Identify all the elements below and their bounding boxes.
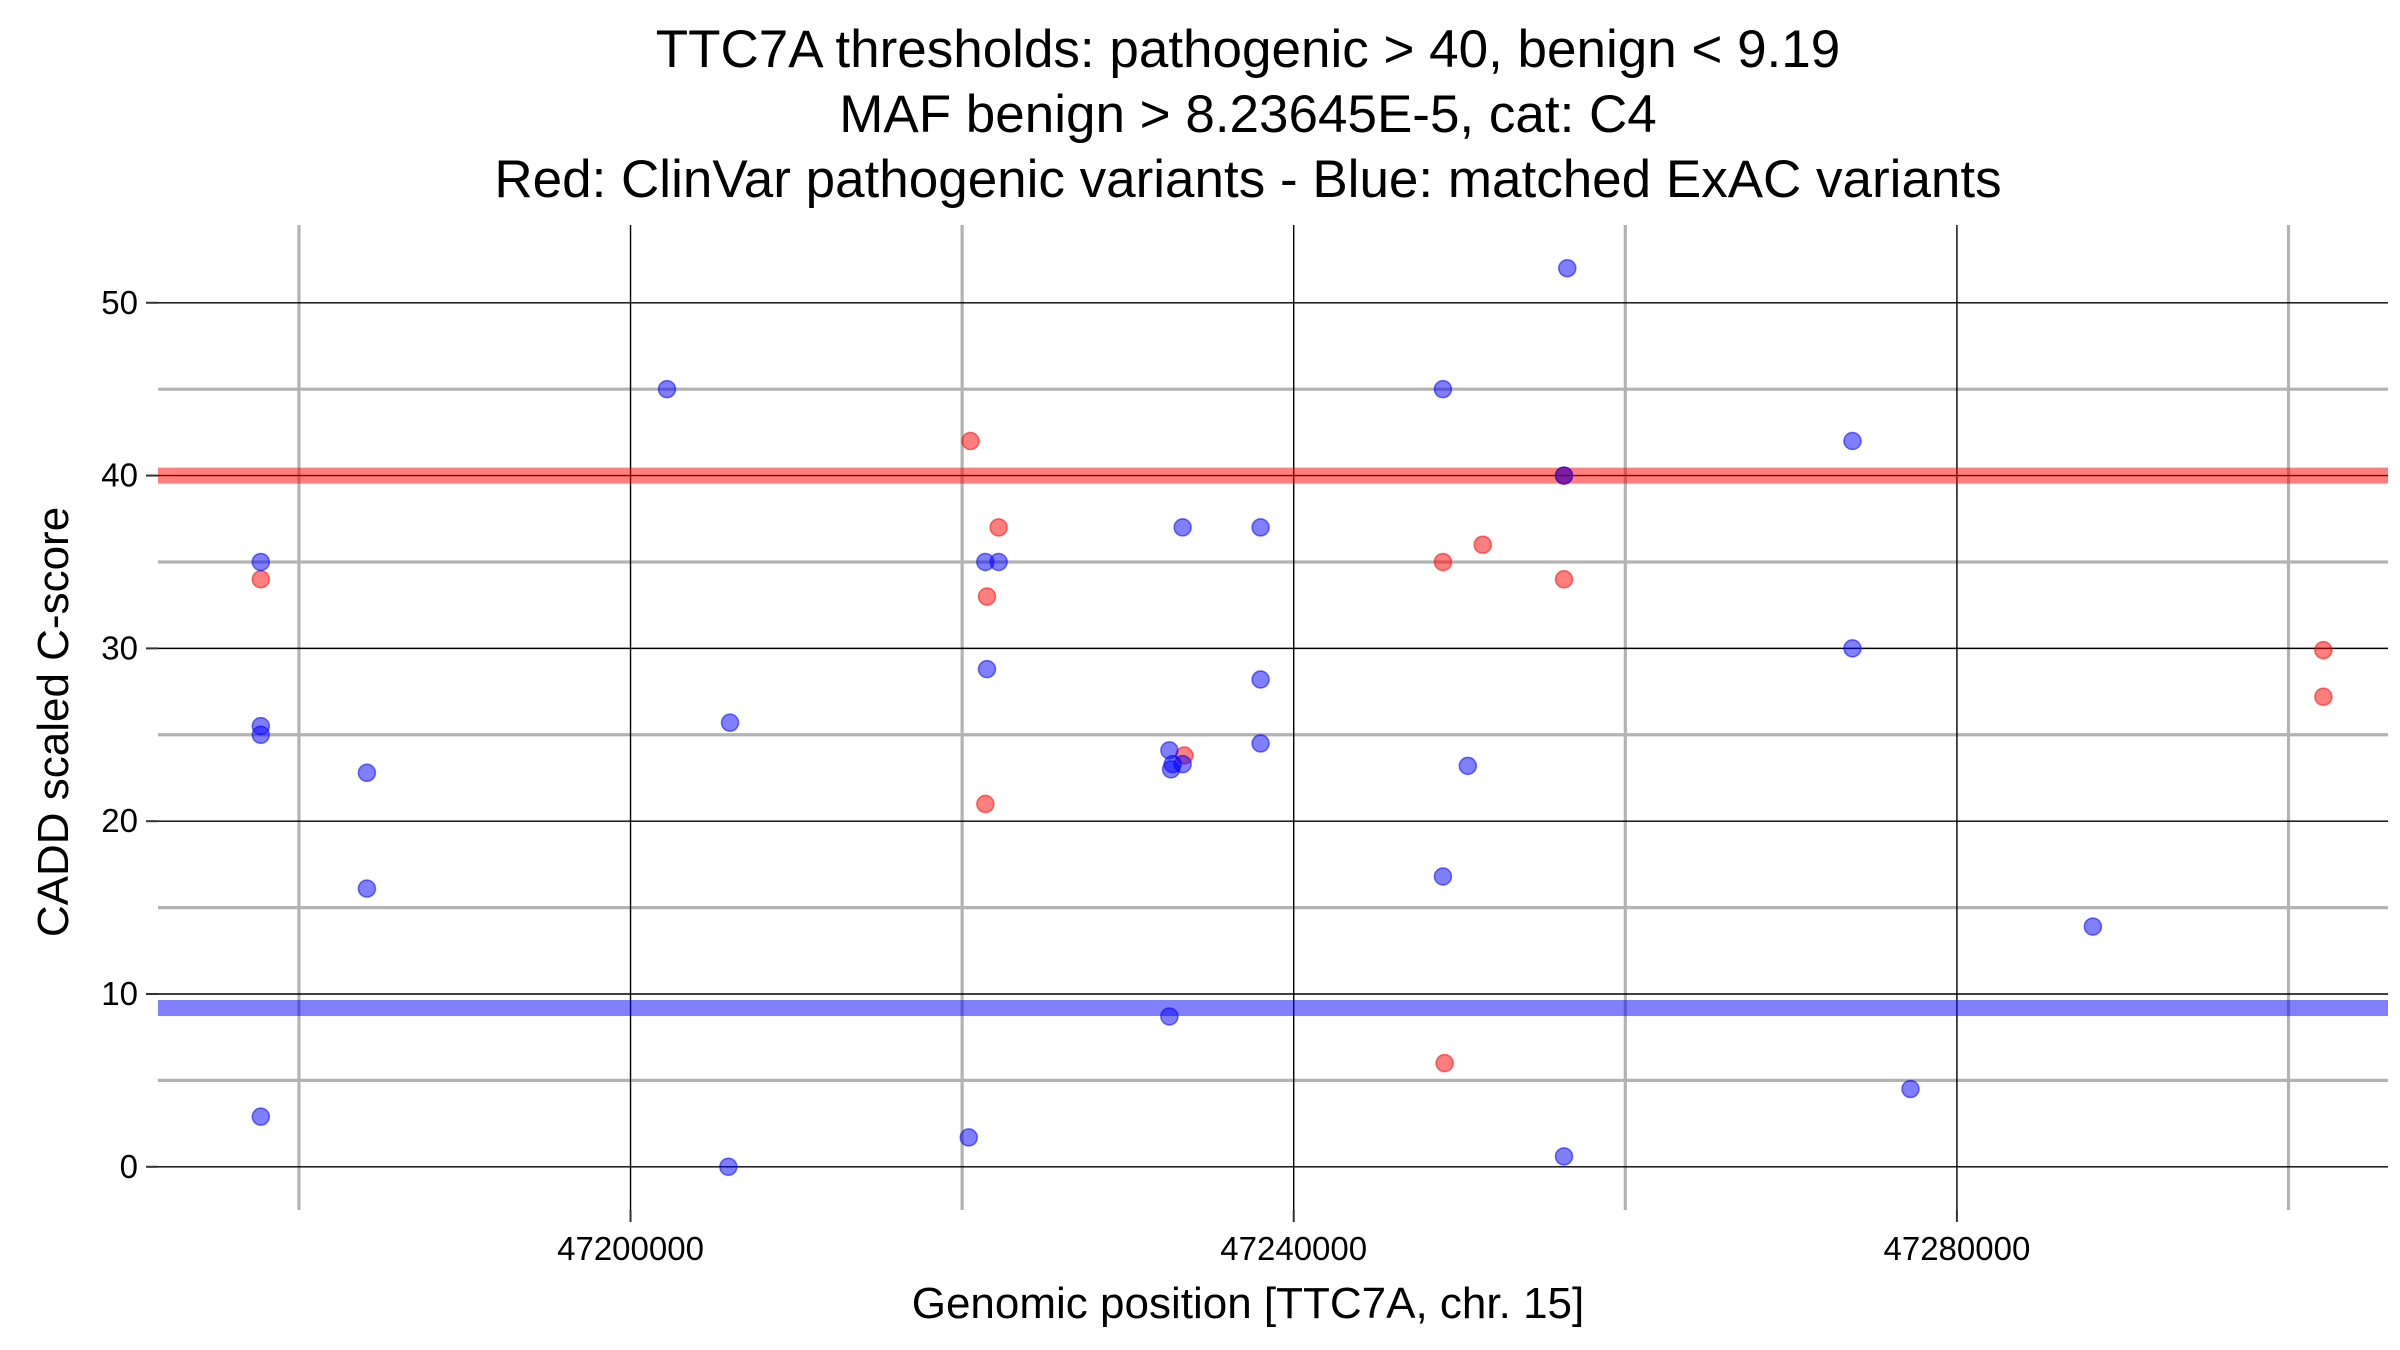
exac-point <box>977 659 997 679</box>
exac-point <box>1251 670 1270 689</box>
exac-point <box>1554 1147 1574 1166</box>
exac-point <box>720 713 740 732</box>
y-tick-label: 30 <box>101 629 138 666</box>
exac-point <box>251 1107 271 1126</box>
exac-point <box>251 552 271 572</box>
exac-point <box>2083 917 2103 936</box>
exac-point <box>1433 379 1453 399</box>
y-tick-label: 40 <box>101 457 138 494</box>
exac-point <box>1173 518 1192 537</box>
minor-gridlines <box>158 225 2388 1210</box>
clinvar-point <box>989 518 1008 537</box>
y-tick-label: 20 <box>101 802 138 839</box>
clinvar-point <box>1435 1053 1454 1073</box>
x-tick-label: 47200000 <box>557 1230 704 1267</box>
x-axis-title: Genomic position [TTC7A, chr. 15] <box>912 1279 1585 1328</box>
exac-point <box>1251 518 1270 537</box>
clinvar-point <box>2314 687 2333 707</box>
clinvar-point <box>1433 552 1453 572</box>
exac-point <box>1843 431 1862 451</box>
exac-point <box>357 879 377 898</box>
clinvar-point <box>1473 535 1492 554</box>
title-line-2: MAF benign > 8.23645E-5, cat: C4 <box>839 85 1657 144</box>
clinvar-point <box>976 794 995 814</box>
exac-point <box>1161 760 1181 779</box>
threshold-lines <box>158 467 2388 1016</box>
exac-point <box>1433 867 1453 886</box>
exac-point <box>1901 1079 1920 1099</box>
exac-point <box>1160 1007 1179 1026</box>
title-line-3: Red: ClinVar pathogenic variants - Blue:… <box>494 150 2001 209</box>
clinvar-point <box>251 570 271 589</box>
title-line-1: TTC7A thresholds: pathogenic > 40, benig… <box>656 20 1840 79</box>
y-tick-label: 50 <box>101 284 138 321</box>
clinvar-point <box>2314 640 2333 660</box>
y-tick-label: 0 <box>120 1148 138 1185</box>
data-points <box>251 258 2333 1177</box>
exac-point <box>357 763 377 783</box>
exac-point <box>1458 756 1478 776</box>
major-gridlines <box>158 225 2388 1210</box>
exac-point <box>959 1128 979 1147</box>
exac-point <box>989 552 1008 572</box>
y-tick-label: 10 <box>101 975 138 1012</box>
x-tick-label: 47240000 <box>1220 1230 1367 1267</box>
y-axis-title: CADD scaled C-score <box>29 507 78 937</box>
exac-point <box>1558 258 1577 278</box>
exac-point <box>657 379 677 399</box>
axis-ticks: 0 10 20 30 40 50 47200000 47240000 47280000 <box>101 284 2030 1267</box>
exac-point <box>719 1157 738 1177</box>
exac-point <box>1251 734 1270 753</box>
clinvar-point <box>977 587 997 606</box>
clinvar-point <box>961 431 980 451</box>
exac-point <box>251 725 271 745</box>
exac-point <box>1554 466 1574 485</box>
chart-title: TTC7A thresholds: pathogenic > 40, benig… <box>494 20 2001 209</box>
exac-point <box>1843 639 1862 658</box>
clinvar-point <box>1554 570 1574 589</box>
x-tick-label: 47280000 <box>1884 1230 2031 1267</box>
